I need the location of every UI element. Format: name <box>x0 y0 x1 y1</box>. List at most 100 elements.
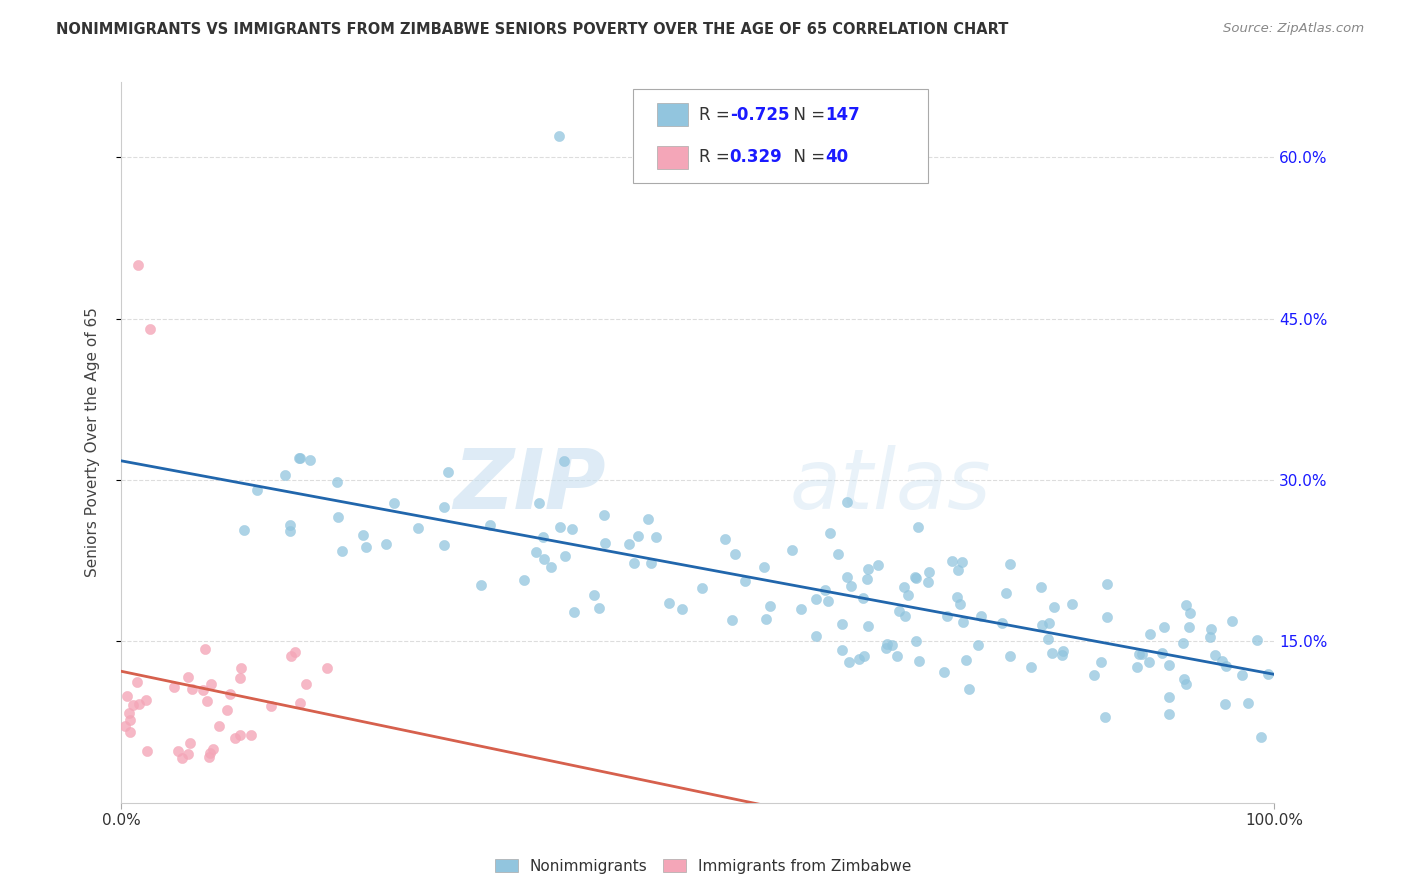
Point <box>637 512 659 526</box>
Point <box>194 641 217 656</box>
Point <box>540 560 562 574</box>
Point <box>135 692 157 706</box>
Point <box>437 465 460 479</box>
Point <box>595 536 617 550</box>
Text: 40: 40 <box>825 148 848 166</box>
Point <box>868 558 890 572</box>
Point <box>294 677 316 691</box>
Point <box>858 562 880 576</box>
Point <box>330 544 353 558</box>
Point <box>1174 598 1197 612</box>
Point <box>1126 660 1149 674</box>
Point <box>917 574 939 589</box>
Point <box>904 633 927 648</box>
Point <box>1220 615 1243 629</box>
Point <box>1153 620 1175 634</box>
Point <box>957 681 980 696</box>
Point <box>1246 633 1268 648</box>
Point <box>627 529 650 543</box>
Point <box>195 694 218 708</box>
Point <box>1000 648 1022 663</box>
Point <box>1199 630 1222 644</box>
Point <box>1040 646 1063 660</box>
Point <box>562 605 585 619</box>
Point <box>288 450 311 465</box>
Point <box>1094 710 1116 724</box>
Point <box>136 744 159 758</box>
Point <box>240 728 263 742</box>
Point <box>114 719 136 733</box>
Point <box>804 629 827 643</box>
Point <box>658 596 681 610</box>
Point <box>527 496 550 510</box>
Point <box>1159 706 1181 721</box>
Point <box>374 537 396 551</box>
Point <box>219 687 242 701</box>
Point <box>316 661 339 675</box>
Point <box>837 570 859 584</box>
Point <box>284 645 307 659</box>
Point <box>897 588 920 602</box>
Point <box>905 570 928 584</box>
Point <box>554 549 576 564</box>
Point <box>858 618 880 632</box>
Point <box>531 530 554 544</box>
Point <box>619 537 641 551</box>
Point <box>582 588 605 602</box>
Point <box>1029 580 1052 594</box>
Point <box>831 643 853 657</box>
Point <box>326 475 349 490</box>
Point <box>280 524 302 538</box>
Point <box>432 538 454 552</box>
Point <box>806 592 828 607</box>
Point <box>179 736 201 750</box>
Point <box>893 609 915 624</box>
Point <box>433 500 456 514</box>
Point <box>734 574 756 588</box>
Point <box>790 602 813 616</box>
Point <box>127 258 149 272</box>
Point <box>889 604 911 618</box>
Point <box>128 697 150 711</box>
Point <box>817 594 839 608</box>
Text: N =: N = <box>783 106 831 124</box>
Point <box>645 530 668 544</box>
Point <box>918 565 941 579</box>
Point <box>950 556 973 570</box>
Point <box>1211 654 1233 668</box>
Point <box>548 128 571 143</box>
Point <box>1090 655 1112 669</box>
Y-axis label: Seniors Poverty Over the Age of 65: Seniors Poverty Over the Age of 65 <box>86 307 100 577</box>
Text: atlas: atlas <box>790 445 991 526</box>
Point <box>224 731 246 745</box>
Point <box>907 520 929 534</box>
Point <box>1050 648 1073 662</box>
Point <box>561 522 583 536</box>
Text: R =: R = <box>699 106 735 124</box>
Point <box>197 750 219 764</box>
Point <box>945 591 967 605</box>
Point <box>1139 626 1161 640</box>
Point <box>752 560 775 574</box>
Point <box>935 609 957 624</box>
Point <box>1036 632 1059 647</box>
Point <box>1052 644 1074 658</box>
Point <box>215 703 238 717</box>
Point <box>814 582 837 597</box>
Point <box>952 615 974 629</box>
Point <box>1150 646 1173 660</box>
Point <box>1230 667 1253 681</box>
Point <box>1173 672 1195 686</box>
Point <box>640 556 662 570</box>
Text: 147: 147 <box>825 106 860 124</box>
Point <box>1157 658 1180 673</box>
Point <box>1174 676 1197 690</box>
Point <box>260 698 283 713</box>
Point <box>274 468 297 483</box>
Point <box>478 518 501 533</box>
Point <box>721 613 744 627</box>
Point <box>893 580 915 594</box>
Point <box>200 677 222 691</box>
Point <box>588 601 610 615</box>
Point <box>839 579 862 593</box>
